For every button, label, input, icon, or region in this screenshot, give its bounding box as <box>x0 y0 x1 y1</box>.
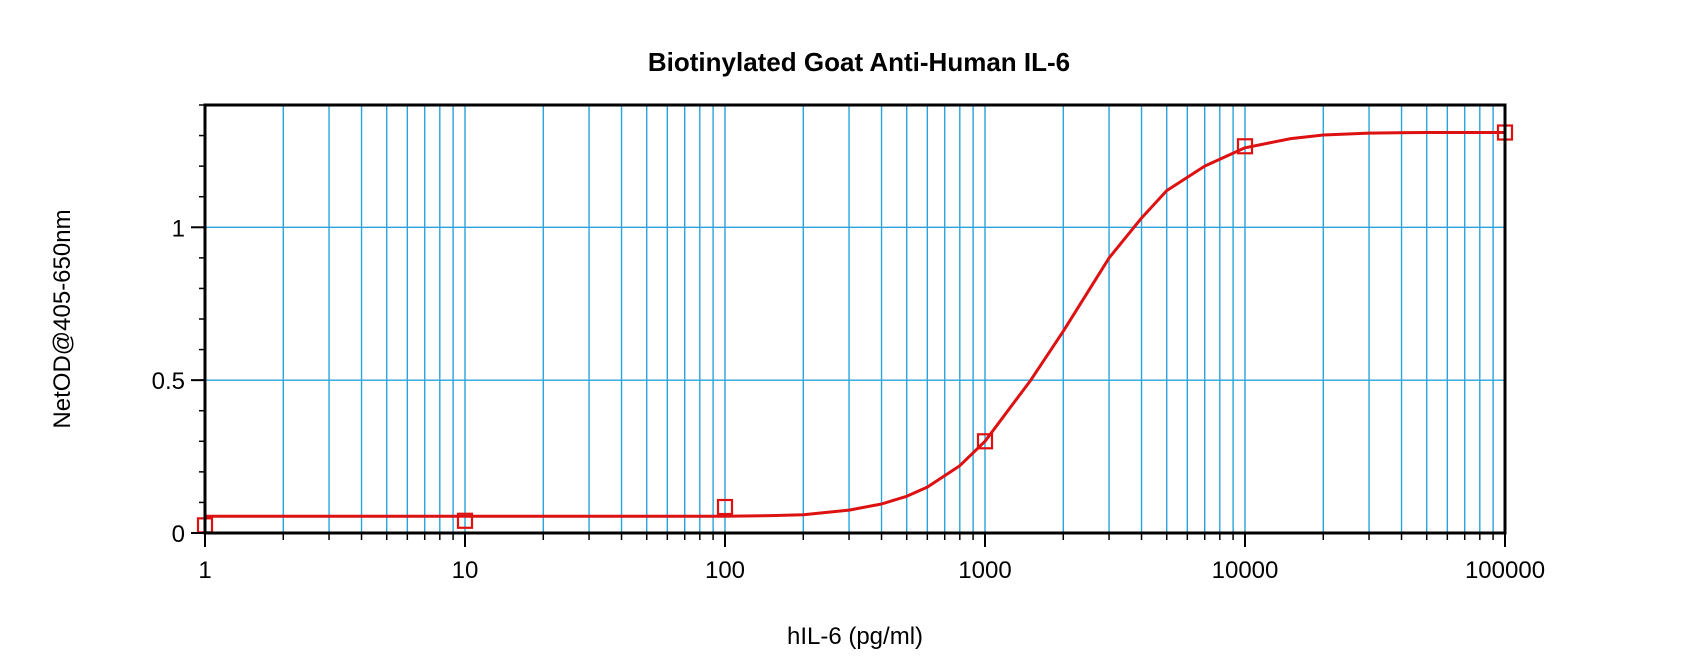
minor-ticks <box>199 104 1494 545</box>
data-point-marker <box>456 512 474 529</box>
y-tick-label: 0 <box>172 521 185 548</box>
x-tick-label: 10000 <box>1212 557 1279 584</box>
x-tick-label: 1 <box>198 557 211 584</box>
x-tick-label: 1000 <box>958 557 1011 584</box>
x-axis-label: hIL-6 (pg/ml) <box>787 623 923 650</box>
y-tick-label: 0.5 <box>152 368 185 395</box>
data-points <box>196 124 1514 534</box>
fit-curve <box>205 131 1505 518</box>
y-tick-label: 1 <box>172 215 185 242</box>
y-axis-label: NetOD@405-650nm <box>49 209 76 428</box>
plot-frame <box>203 103 1507 535</box>
data-point-marker <box>1236 138 1254 155</box>
x-tick-label: 100000 <box>1465 557 1545 584</box>
data-point-marker <box>976 433 994 450</box>
data-point-marker <box>716 498 734 516</box>
y-axis-ticks: 00.51 <box>152 215 205 548</box>
x-tick-label: 100 <box>705 557 745 584</box>
grid-lines <box>205 105 1505 533</box>
x-axis-ticks: 1 10 100 1000 10000 100000 <box>198 533 1545 584</box>
x-tick-label: 10 <box>452 557 479 584</box>
chart-title: Biotinylated Goat Anti-Human IL-6 <box>648 47 1070 77</box>
fit-curve-line <box>205 131 1505 518</box>
